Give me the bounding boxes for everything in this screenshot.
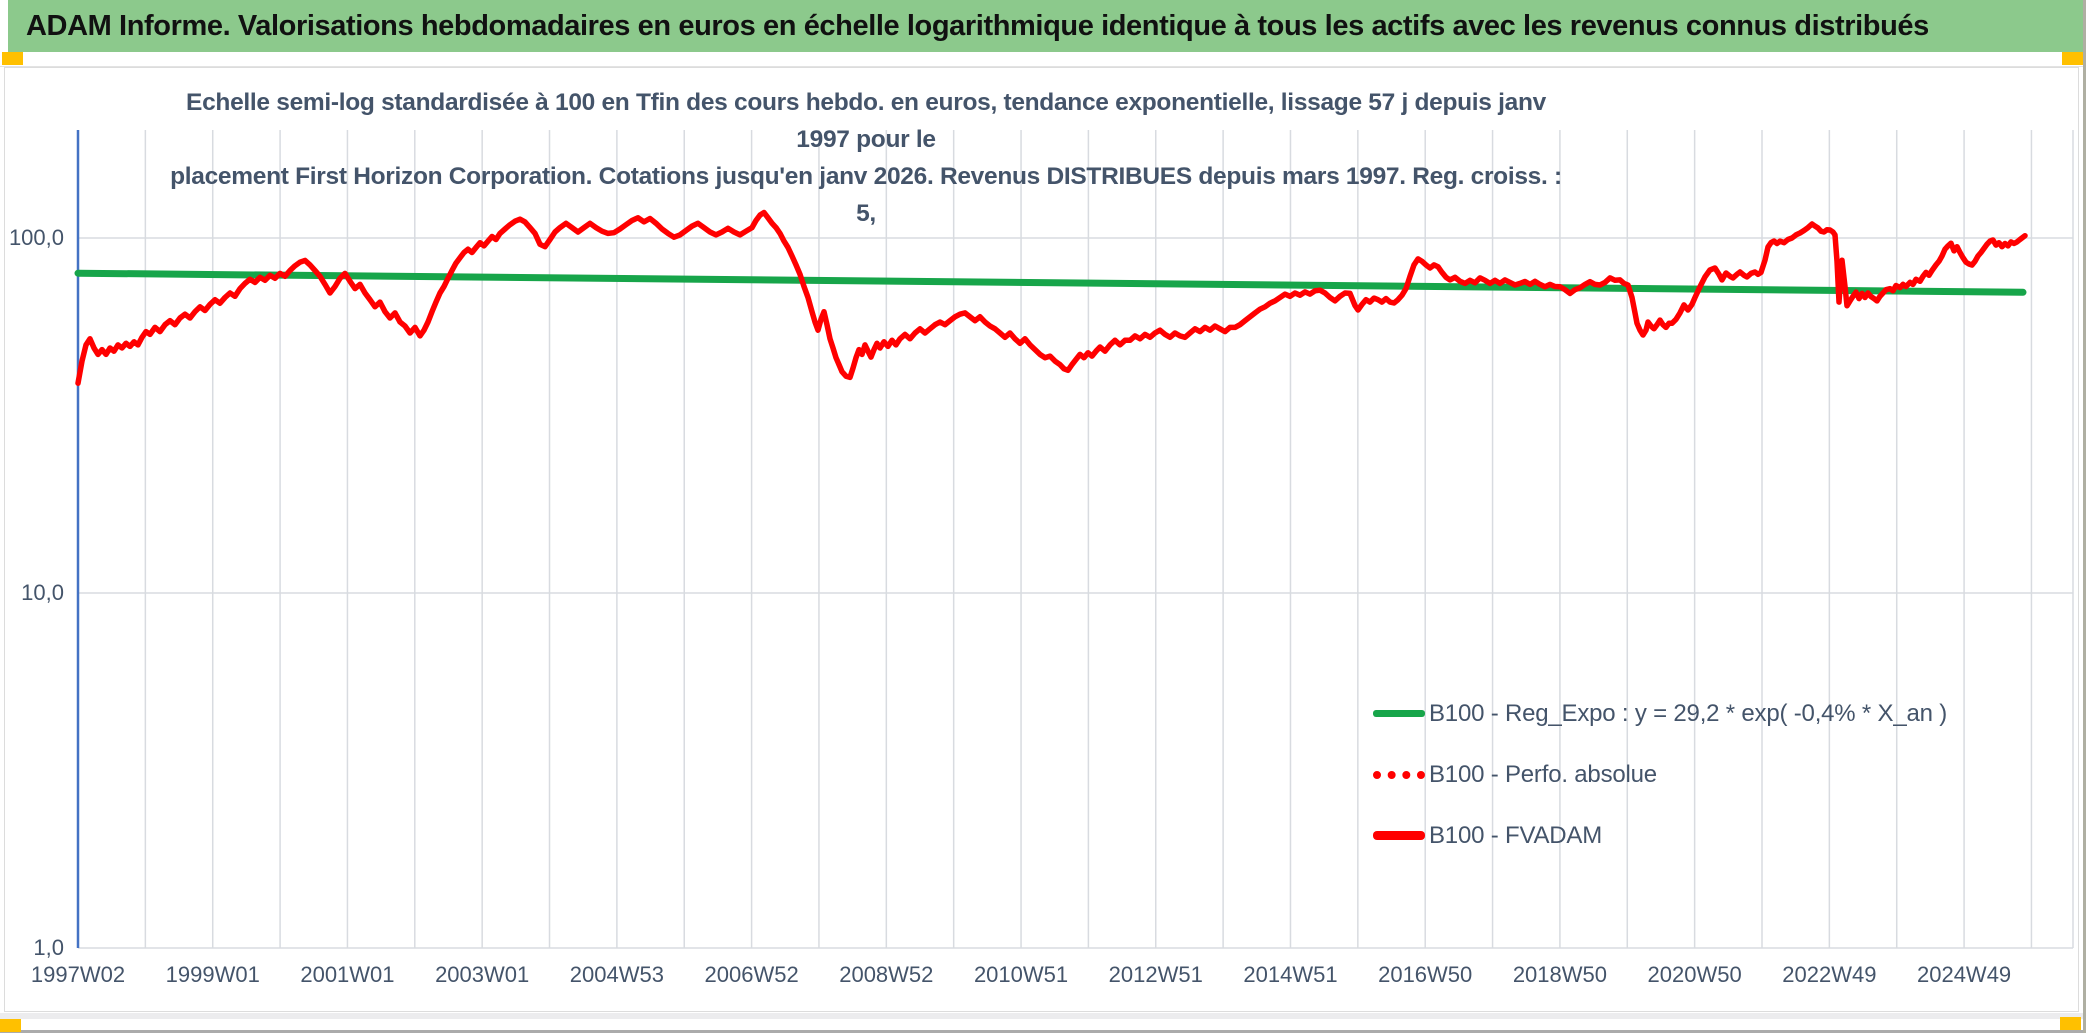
x-tick-label: 2018W50 — [1512, 962, 1607, 987]
x-tick-label: 2020W50 — [1647, 962, 1742, 987]
x-tick-label: 2001W01 — [300, 962, 395, 987]
chart-title-line2: placement First Horizon Corporation. Cot… — [170, 163, 1562, 227]
accent-square-top-left — [2, 52, 23, 65]
legend-item-perfo-absolue: B100 - Perfo. absolue — [1373, 744, 1947, 805]
bottom-band — [0, 1013, 2086, 1019]
window-title: ADAM Informe. Valorisations hebdomadaire… — [26, 9, 1929, 42]
legend-item-reg-expo: B100 - Reg_Expo : y = 29,2 * exp( -0,4% … — [1373, 683, 1947, 744]
x-tick-label: 2012W51 — [1108, 962, 1203, 987]
x-tick-label: 2010W51 — [973, 962, 1069, 987]
accent-square-top-right — [2062, 52, 2083, 65]
chart-title-line1: Echelle semi-log standardisée à 100 en T… — [186, 89, 1546, 153]
right-edge-line — [2083, 0, 2086, 1033]
x-tick-label: 2008W52 — [839, 962, 934, 987]
legend-label-perfo-absolue: B100 - Perfo. absolue — [1429, 760, 1657, 788]
y-tick-label: 100,0 — [8, 225, 64, 250]
x-tick-label: 2022W49 — [1782, 962, 1877, 987]
legend-swatch-red-dotted-icon — [1373, 770, 1425, 779]
window-titlebar: ADAM Informe. Valorisations hebdomadaire… — [8, 0, 2083, 52]
x-tick-label: 1997W02 — [30, 962, 126, 987]
legend-label-reg-expo: B100 - Reg_Expo : y = 29,2 * exp( -0,4% … — [1429, 699, 1948, 727]
titlebar-separator — [0, 66, 2086, 67]
x-tick-label: 2003W01 — [435, 962, 530, 987]
bottom-edge-line — [0, 1030, 2086, 1033]
chart-card — [4, 67, 2079, 1012]
chart-legend: B100 - Reg_Expo : y = 29,2 * exp( -0,4% … — [1373, 683, 1947, 866]
legend-swatch-red-line-icon — [1373, 831, 1425, 840]
legend-swatch-green-line-icon — [1373, 710, 1425, 717]
x-tick-label: 1999W01 — [165, 962, 260, 987]
x-tick-label: 2004W53 — [569, 962, 664, 987]
x-tick-label: 2006W52 — [704, 962, 799, 987]
y-tick-label: 1,0 — [33, 935, 64, 960]
x-tick-label: 2024W49 — [1916, 962, 2012, 987]
y-tick-label: 10,0 — [21, 580, 64, 605]
accent-square-bottom-right — [2060, 1017, 2081, 1030]
chart-title: Echelle semi-log standardisée à 100 en T… — [166, 84, 1566, 232]
legend-item-fvadam: B100 - FVADAM — [1373, 805, 1947, 866]
x-tick-label: 2014W51 — [1243, 962, 1338, 987]
x-tick-label: 2016W50 — [1378, 962, 1473, 987]
accent-square-bottom-left — [0, 1019, 21, 1032]
legend-label-fvadam: B100 - FVADAM — [1429, 821, 1603, 849]
